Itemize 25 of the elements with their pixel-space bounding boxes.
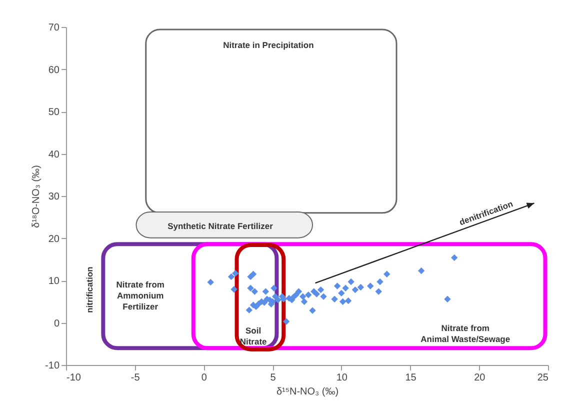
x-tick-label: 15 <box>405 372 417 384</box>
y-tick-label: 20 <box>48 234 60 245</box>
y-tick-label: 40 <box>48 149 60 160</box>
y-axis-title: δ¹⁸O-NO₃ (‰) <box>31 165 42 228</box>
x-tick-label: -10 <box>66 372 82 384</box>
x-tick-label: 20 <box>474 372 486 384</box>
annotation: Nitrate in Precipitation <box>223 40 314 50</box>
annotation: Nitrate from Animal Waste/Sewage <box>420 322 510 344</box>
y-tick-label: 10 <box>48 276 60 287</box>
y-tick-label: 70 <box>48 22 60 34</box>
annotation: Nitrate from Ammonium Fertilizer <box>116 280 165 312</box>
y-tick-label: 60 <box>48 64 60 76</box>
x-tick-label: 5 <box>270 372 276 384</box>
y-tick-label: -10 <box>45 360 60 372</box>
y-tick-label: 0 <box>54 318 60 330</box>
x-tick-label: 25 <box>537 372 549 384</box>
y-tick-label: 30 <box>48 192 60 202</box>
annotation: nitrification <box>84 266 94 313</box>
x-tick-label: 0 <box>201 372 208 384</box>
x-tick-label: 10 <box>336 372 348 384</box>
y-tick-label: 50 <box>48 107 60 118</box>
annotation: Soil Nitrate <box>240 325 268 346</box>
annotation: Synthetic Nitrate Fertilizer <box>168 220 274 231</box>
x-axis-title: δ¹⁵N-NO₃ (‰) <box>276 386 339 398</box>
x-tick-label: -5 <box>130 372 140 384</box>
